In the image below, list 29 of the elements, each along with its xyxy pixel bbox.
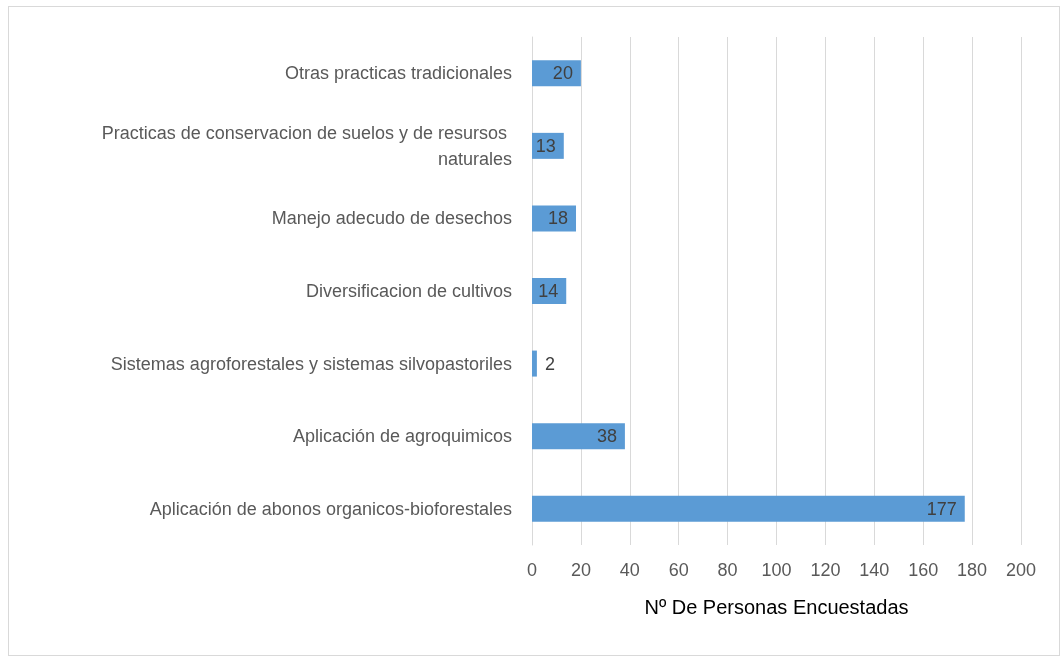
x-tick-label: 0 bbox=[526, 560, 538, 580]
x-tick-label: 60 bbox=[668, 560, 689, 580]
data-label: 18 bbox=[547, 208, 569, 229]
y-tick-label: Sistemas agroforestales y sistemas silvopastoriles bbox=[110, 353, 512, 374]
x-tick-label: 20 bbox=[570, 560, 591, 580]
x-tick-label: 120 bbox=[810, 560, 841, 580]
data-label: 14 bbox=[538, 281, 559, 301]
x-axis-title: Nº De Personas Encuestadas bbox=[644, 596, 909, 618]
y-tick-label: Manejo adecudo de desechos bbox=[271, 208, 512, 229]
y-tick-label: Diversificacion de cultivos bbox=[305, 281, 512, 301]
x-tick-label: 80 bbox=[717, 560, 738, 580]
data-label: 177 bbox=[926, 498, 957, 519]
x-tick-label: 40 bbox=[619, 560, 640, 580]
x-tick-label: 100 bbox=[761, 560, 792, 580]
y-tick-label: Otras practicas tradicionales bbox=[284, 63, 512, 84]
y-tick-label: Aplicación de abonos organicos-bioforestales bbox=[149, 498, 512, 519]
bar bbox=[532, 423, 625, 450]
y-tick-label: Practicas de conservacion de suelos y de resursos naturales bbox=[101, 122, 512, 169]
data-label: 13 bbox=[535, 135, 556, 156]
x-tick-label: 180 bbox=[957, 560, 988, 580]
bar bbox=[532, 495, 965, 522]
x-tick-label: 160 bbox=[908, 560, 939, 580]
data-label: 38 bbox=[596, 426, 617, 447]
x-tick-label: 140 bbox=[859, 560, 890, 580]
y-tick-label: Aplicación de agroquimicos bbox=[292, 426, 512, 447]
data-label: 20 bbox=[552, 63, 573, 84]
bar bbox=[532, 350, 537, 377]
x-tick-label: 200 bbox=[1005, 560, 1037, 580]
data-label: 2 bbox=[544, 353, 555, 374]
